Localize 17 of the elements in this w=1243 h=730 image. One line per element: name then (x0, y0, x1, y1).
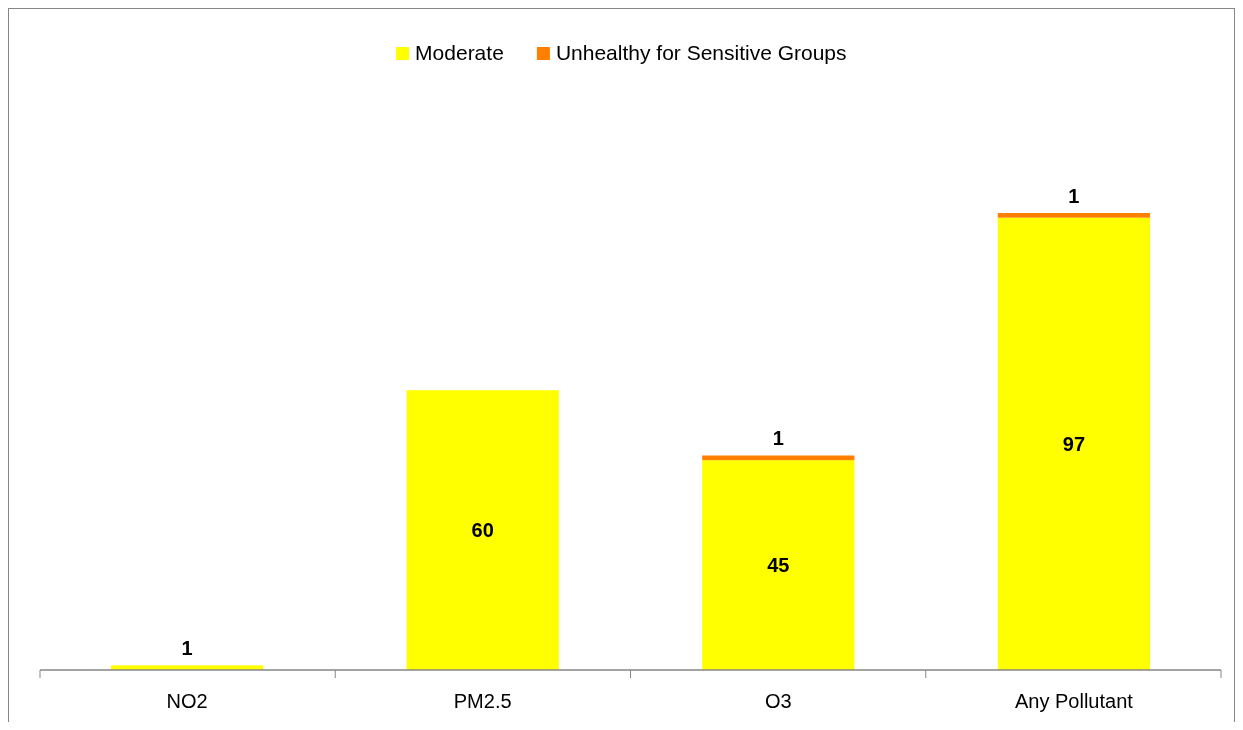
x-tick-label: NO2 (166, 690, 208, 712)
legend-label: Moderate (415, 41, 504, 64)
data-label: 1 (1068, 185, 1080, 207)
data-label: 45 (767, 554, 790, 577)
bar (702, 460, 855, 670)
bar (997, 217, 1151, 670)
x-tick-label: PM2.5 (453, 690, 512, 712)
legend-label: Unhealthy for Sensitive Groups (555, 41, 847, 64)
x-tick-label: Any Pollutant (1015, 690, 1134, 712)
x-tick-label: O3 (764, 690, 792, 712)
bar (997, 213, 1151, 218)
data-label: 97 (1062, 432, 1086, 455)
data-label: 1 (181, 637, 193, 660)
data-label: 1 (772, 427, 784, 450)
data-label: 60 (471, 519, 494, 542)
bar (702, 455, 855, 461)
bar (406, 390, 559, 670)
